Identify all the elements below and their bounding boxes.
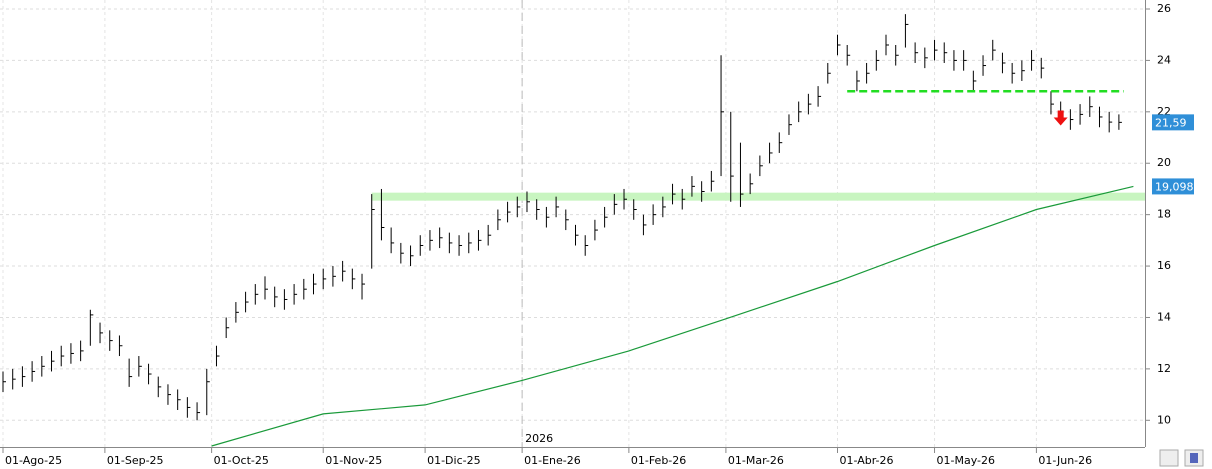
x-tick-label: 01-Nov-25 (325, 454, 382, 467)
y-tick-label: 20 (1157, 156, 1171, 169)
last-price-label: 21,59 (1155, 116, 1187, 129)
x-tick-label: 01-Dic-25 (427, 454, 481, 467)
y-tick-label: 26 (1157, 2, 1171, 15)
year-label: 2026 (525, 432, 553, 445)
x-tick-label: 01-Ago-25 (5, 454, 62, 467)
last-price-label-box (1152, 114, 1194, 131)
y-tick-label: 16 (1157, 259, 1171, 272)
ma-value-label-box (1152, 178, 1194, 195)
save-icon (1190, 453, 1198, 463)
y-tick-label: 24 (1157, 53, 1171, 66)
y-tick-label: 18 (1157, 208, 1171, 221)
scroll-button[interactable] (1159, 449, 1179, 467)
y-tick-label: 10 (1157, 413, 1171, 426)
moving-average (211, 185, 1134, 447)
x-tick-label: 01-Feb-26 (631, 454, 686, 467)
y-tick-label: 14 (1157, 310, 1171, 323)
x-tick-label: 01-Jun-26 (1038, 454, 1092, 467)
y-tick-label: 12 (1157, 362, 1171, 375)
x-tick-label: 01-Sep-25 (107, 454, 164, 467)
x-tick-label: 01-May-26 (937, 454, 995, 467)
x-tick-label: 01-Mar-26 (728, 454, 784, 467)
signal-arrow (1053, 110, 1068, 126)
x-tick-label: 01-Abr-26 (839, 454, 893, 467)
x-tick-label: 01-Ene-26 (524, 454, 581, 467)
resistance-band (371, 192, 1145, 201)
x-tick-label: 01-Oct-25 (214, 454, 269, 467)
ma-value-label: 19,098 (1155, 180, 1194, 193)
